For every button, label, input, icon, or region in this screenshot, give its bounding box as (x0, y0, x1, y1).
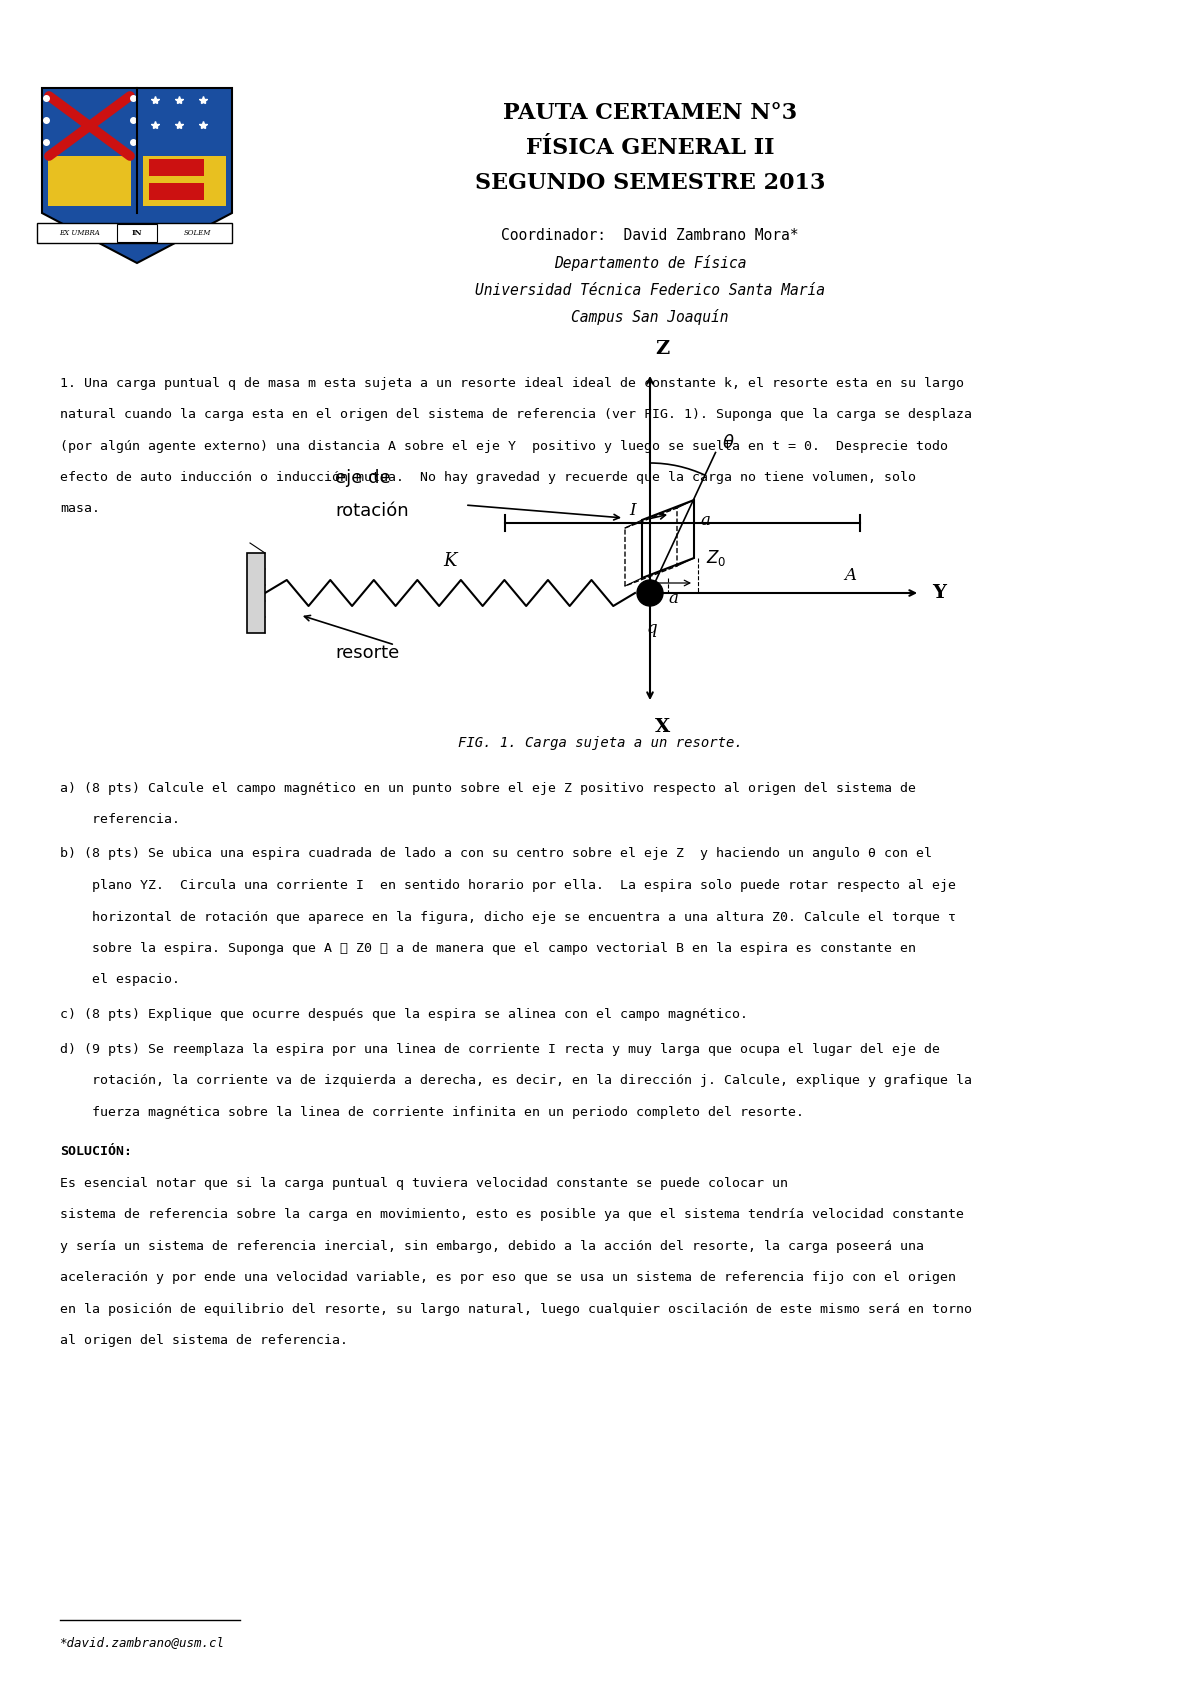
Polygon shape (143, 156, 226, 205)
Text: d) (9 pts) Se reemplaza la espira por una linea de corriente I recta y muy larga: d) (9 pts) Se reemplaza la espira por un… (60, 1043, 940, 1056)
Text: Y: Y (932, 584, 946, 603)
Text: IN: IN (132, 229, 143, 238)
Text: horizontal de rotación que aparece en la figura, dicho eje se encuentra a una al: horizontal de rotación que aparece en la… (60, 910, 956, 924)
Text: Coordinador:  David Zambrano Mora*: Coordinador: David Zambrano Mora* (502, 228, 799, 243)
Text: sistema de referencia sobre la carga en movimiento, esto es posible ya que el si: sistema de referencia sobre la carga en … (60, 1207, 964, 1221)
Text: SOLUCIÓN:: SOLUCIÓN: (60, 1144, 132, 1158)
Bar (37, 222, 232, 243)
Text: Z: Z (655, 340, 670, 358)
Text: X: X (655, 718, 671, 735)
Text: c) (8 pts) Explique que ocurre después que la espira se alinea con el campo magn: c) (8 pts) Explique que ocurre después q… (60, 1009, 748, 1020)
Text: sobre la espira. Suponga que A ≫ Z0 ≫ a de manera que el campo vectorial B en la: sobre la espira. Suponga que A ≫ Z0 ≫ a … (60, 942, 916, 954)
Text: FIG. 1. Carga sujeta a un resorte.: FIG. 1. Carga sujeta a un resorte. (457, 735, 743, 751)
Text: resorte: resorte (335, 644, 400, 662)
Text: a: a (668, 589, 678, 606)
Text: $Z_0$: $Z_0$ (706, 548, 726, 569)
Text: K: K (443, 552, 457, 571)
Text: SEGUNDO SEMESTRE 2013: SEGUNDO SEMESTRE 2013 (475, 171, 826, 194)
Bar (118, 224, 157, 243)
Text: en la posición de equilibrio del resorte, su largo natural, luego cualquier osci: en la posición de equilibrio del resorte… (60, 1302, 972, 1316)
Text: b) (8 pts) Se ubica una espira cuadrada de lado a con su centro sobre el eje Z  : b) (8 pts) Se ubica una espira cuadrada … (60, 847, 932, 861)
Text: natural cuando la carga esta en el origen del sistema de referencia (ver FIG. 1): natural cuando la carga esta en el orige… (60, 408, 972, 421)
Polygon shape (48, 156, 131, 205)
Text: PAUTA CERTAMEN N°3: PAUTA CERTAMEN N°3 (503, 102, 797, 124)
Text: 1. Una carga puntual q de masa m esta sujeta a un resorte ideal ideal de constan: 1. Una carga puntual q de masa m esta su… (60, 377, 964, 389)
Text: referencia.: referencia. (60, 813, 180, 825)
Text: $\theta$: $\theta$ (721, 435, 734, 452)
Bar (149, 183, 204, 200)
Text: FÍSICA GENERAL II: FÍSICA GENERAL II (526, 138, 774, 160)
Text: Campus San Joaquín: Campus San Joaquín (571, 309, 728, 324)
Text: rotación, la corriente va de izquierda a derecha, es decir, en la dirección j. C: rotación, la corriente va de izquierda a… (60, 1075, 972, 1087)
Text: q: q (647, 620, 658, 637)
Text: SOLEM: SOLEM (184, 229, 211, 238)
Text: masa.: masa. (60, 503, 100, 516)
Text: el espacio.: el espacio. (60, 973, 180, 987)
Text: I: I (629, 501, 636, 518)
Text: A: A (844, 567, 856, 584)
Text: *david.zambrano@usm.cl: *david.zambrano@usm.cl (60, 1637, 226, 1649)
Text: aceleración y por ende una velocidad variable, es por eso que se usa un sistema : aceleración y por ende una velocidad var… (60, 1272, 956, 1284)
Text: y sería un sistema de referencia inercial, sin embargo, debido a la acción del r: y sería un sistema de referencia inercia… (60, 1240, 924, 1253)
Text: EX UMBRA: EX UMBRA (59, 229, 100, 238)
Text: Departamento de Física: Departamento de Física (553, 255, 746, 272)
Bar (149, 160, 204, 177)
Text: a: a (700, 511, 710, 528)
Text: plano YZ.  Circula una corriente I  en sentido horario por ella.  La espira solo: plano YZ. Circula una corriente I en sen… (60, 880, 956, 891)
Text: a) (8 pts) Calcule el campo magnético en un punto sobre el eje Z positivo respec: a) (8 pts) Calcule el campo magnético en… (60, 781, 916, 795)
Bar (247, 554, 265, 633)
Text: al origen del sistema de referencia.: al origen del sistema de referencia. (60, 1335, 348, 1347)
Text: fuerza magnética sobre la linea de corriente infinita en un periodo completo del: fuerza magnética sobre la linea de corri… (60, 1105, 804, 1119)
Polygon shape (42, 88, 232, 263)
Text: Universidad Técnica Federico Santa María: Universidad Técnica Federico Santa María (475, 282, 826, 297)
Text: eje de: eje de (335, 469, 391, 487)
Text: (por algún agente externo) una distancia A sobre el eje Y  positivo y luego se s: (por algún agente externo) una distancia… (60, 440, 948, 452)
Text: rotación: rotación (335, 503, 409, 520)
Text: Es esencial notar que si la carga puntual q tuviera velocidad constante se puede: Es esencial notar que si la carga puntua… (60, 1177, 788, 1190)
Circle shape (637, 581, 662, 606)
Text: efecto de auto inducción o inducción mutua.  No hay gravedad y recuerde que la c: efecto de auto inducción o inducción mut… (60, 470, 916, 484)
